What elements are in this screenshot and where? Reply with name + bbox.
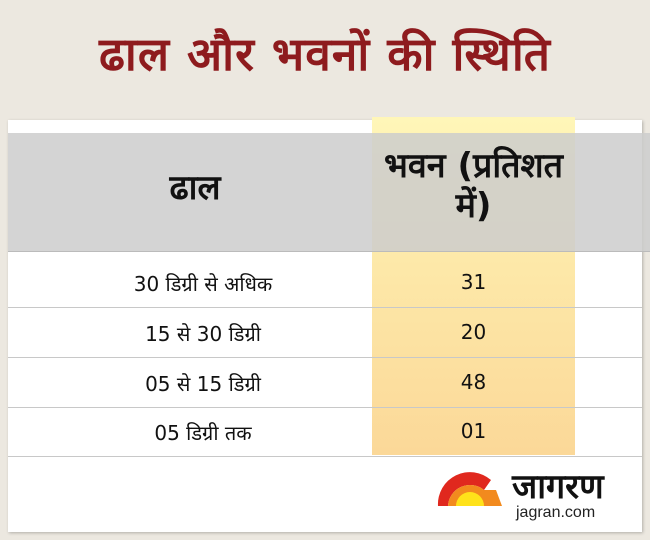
- page-title: ढाल और भवनों की स्थिति: [99, 27, 551, 81]
- slope-cell: 30 डिग्री से अधिक: [133, 272, 273, 296]
- value-cell: 20: [460, 320, 487, 344]
- slope-cell: 15 से 30 डिग्री: [145, 322, 261, 346]
- table-row: 30 डिग्री से अधिक 31: [8, 258, 642, 308]
- value-cell: 31: [460, 270, 487, 294]
- table-row: 05 डिग्री तक 01: [8, 407, 642, 457]
- value-cell: 01: [460, 419, 487, 443]
- logo-url: jagran.com: [516, 504, 596, 521]
- slope-cell: 05 से 15 डिग्री: [145, 372, 261, 396]
- logo-text: जागरण: [512, 467, 604, 507]
- table-row: 15 से 30 डिग्री 20: [8, 308, 642, 358]
- table-header: [8, 133, 650, 252]
- slope-cell: 05 डिग्री तक: [154, 421, 252, 445]
- column-header-slope: ढाल: [169, 168, 221, 208]
- column-header-buildings: भवन (प्रतिशत में): [383, 146, 564, 226]
- sunrise-icon: [437, 472, 502, 506]
- value-cell: 48: [460, 370, 487, 394]
- jagran-logo: जागरण jagran.com: [436, 467, 646, 528]
- table-row: 05 से 15 डिग्री 48: [8, 358, 642, 408]
